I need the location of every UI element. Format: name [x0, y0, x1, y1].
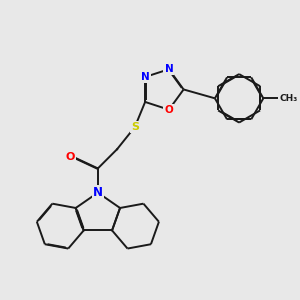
Text: N: N	[164, 64, 173, 74]
Text: O: O	[164, 105, 173, 115]
Text: N: N	[93, 186, 103, 199]
Text: CH₃: CH₃	[279, 94, 298, 103]
Text: S: S	[131, 122, 139, 132]
Text: O: O	[66, 152, 75, 162]
Text: N: N	[93, 186, 103, 199]
Text: N: N	[141, 72, 149, 82]
